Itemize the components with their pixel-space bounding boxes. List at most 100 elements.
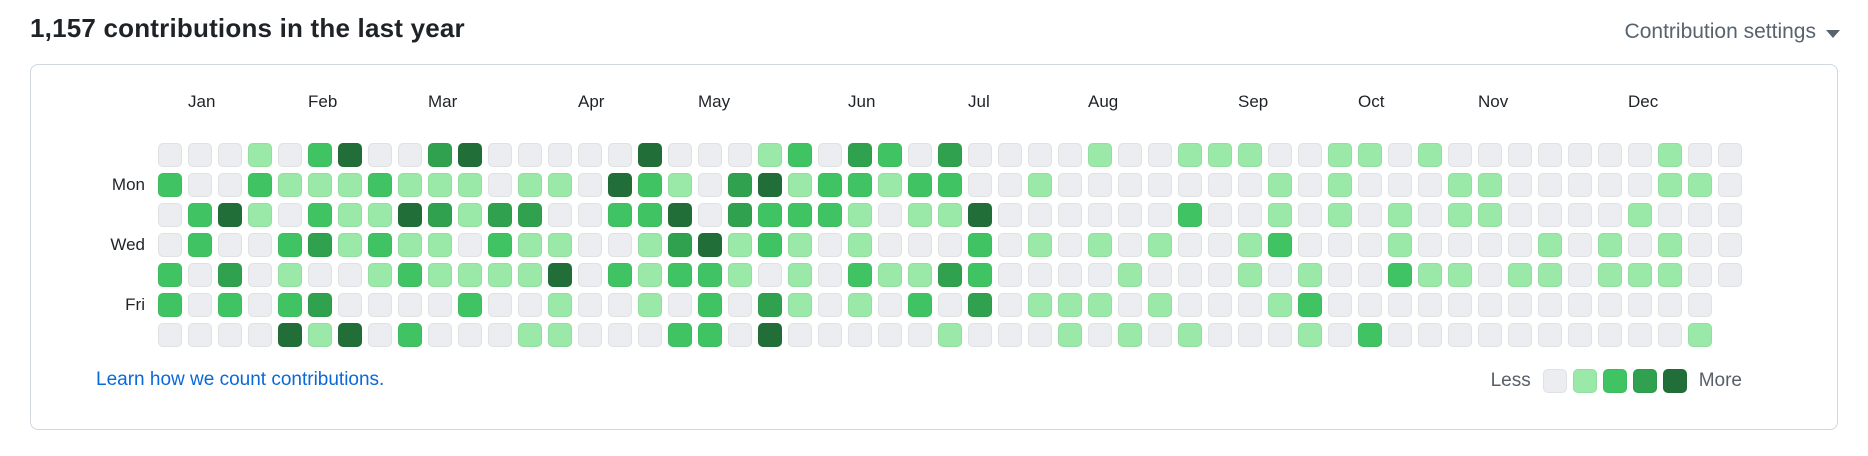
contribution-cell[interactable]: [1208, 203, 1232, 227]
contribution-cell[interactable]: [578, 173, 602, 197]
contribution-cell[interactable]: [998, 233, 1022, 257]
contribution-cell[interactable]: [968, 203, 992, 227]
contribution-cell[interactable]: [608, 323, 632, 347]
contribution-cell[interactable]: [1478, 203, 1502, 227]
contribution-cell[interactable]: [938, 233, 962, 257]
contribution-cell[interactable]: [1658, 323, 1682, 347]
contribution-cell[interactable]: [998, 293, 1022, 317]
contribution-cell[interactable]: [248, 173, 272, 197]
contribution-cell[interactable]: [848, 323, 872, 347]
contribution-cell[interactable]: [1448, 143, 1472, 167]
contribution-cell[interactable]: [1538, 323, 1562, 347]
contribution-cell[interactable]: [1658, 263, 1682, 287]
contribution-cell[interactable]: [1088, 293, 1112, 317]
contribution-cell[interactable]: [548, 203, 572, 227]
contribution-cell[interactable]: [158, 293, 182, 317]
contribution-cell[interactable]: [1058, 323, 1082, 347]
contribution-cell[interactable]: [1448, 263, 1472, 287]
contribution-cell[interactable]: [788, 263, 812, 287]
contribution-cell[interactable]: [1718, 203, 1742, 227]
contribution-cell[interactable]: [1148, 263, 1172, 287]
contribution-cell[interactable]: [218, 173, 242, 197]
contribution-cell[interactable]: [278, 143, 302, 167]
contribution-cell[interactable]: [1088, 143, 1112, 167]
contribution-cell[interactable]: [158, 173, 182, 197]
contribution-cell[interactable]: [578, 263, 602, 287]
contribution-cell[interactable]: [1298, 233, 1322, 257]
contribution-cell[interactable]: [1388, 173, 1412, 197]
contribution-cell[interactable]: [1598, 203, 1622, 227]
contribution-cell[interactable]: [398, 263, 422, 287]
contribution-cell[interactable]: [1388, 263, 1412, 287]
contribution-cell[interactable]: [1628, 203, 1652, 227]
contribution-cell[interactable]: [248, 293, 272, 317]
contribution-cell[interactable]: [278, 323, 302, 347]
contribution-cell[interactable]: [1178, 173, 1202, 197]
contribution-cell[interactable]: [818, 143, 842, 167]
contribution-cell[interactable]: [338, 323, 362, 347]
contribution-cell[interactable]: [998, 143, 1022, 167]
contribution-cell[interactable]: [1268, 143, 1292, 167]
contribution-cell[interactable]: [1448, 173, 1472, 197]
contribution-cell[interactable]: [788, 173, 812, 197]
contribution-cell[interactable]: [1418, 293, 1442, 317]
contribution-cell[interactable]: [878, 143, 902, 167]
contribution-cell[interactable]: [758, 263, 782, 287]
contribution-cell[interactable]: [1268, 323, 1292, 347]
contribution-cell[interactable]: [428, 143, 452, 167]
contribution-cell[interactable]: [1688, 143, 1712, 167]
contribution-cell[interactable]: [1328, 293, 1352, 317]
contribution-cell[interactable]: [1238, 293, 1262, 317]
contribution-cell[interactable]: [1268, 173, 1292, 197]
contribution-cell[interactable]: [668, 263, 692, 287]
contribution-cell[interactable]: [1478, 263, 1502, 287]
contribution-cell[interactable]: [488, 173, 512, 197]
contribution-cell[interactable]: [998, 173, 1022, 197]
contribution-cell[interactable]: [188, 173, 212, 197]
contribution-cell[interactable]: [1598, 233, 1622, 257]
contribution-cell[interactable]: [158, 143, 182, 167]
contribution-cell[interactable]: [338, 233, 362, 257]
contribution-cell[interactable]: [1118, 143, 1142, 167]
contribution-cell[interactable]: [968, 293, 992, 317]
learn-contributions-link[interactable]: Learn how we count contributions.: [96, 369, 385, 390]
contribution-cell[interactable]: [908, 323, 932, 347]
contribution-cell[interactable]: [1418, 203, 1442, 227]
contribution-cell[interactable]: [638, 293, 662, 317]
contribution-cell[interactable]: [1118, 323, 1142, 347]
contribution-cell[interactable]: [1238, 323, 1262, 347]
contribution-cell[interactable]: [1658, 293, 1682, 317]
contribution-cell[interactable]: [908, 293, 932, 317]
contribution-cell[interactable]: [1148, 173, 1172, 197]
contribution-cell[interactable]: [1088, 323, 1112, 347]
contribution-cell[interactable]: [728, 263, 752, 287]
contribution-cell[interactable]: [758, 323, 782, 347]
contribution-cell[interactable]: [518, 293, 542, 317]
contribution-cell[interactable]: [518, 233, 542, 257]
contribution-cell[interactable]: [1688, 323, 1712, 347]
contribution-cell[interactable]: [1268, 203, 1292, 227]
contribution-cell[interactable]: [1358, 143, 1382, 167]
contribution-cell[interactable]: [938, 323, 962, 347]
contribution-cell[interactable]: [1598, 173, 1622, 197]
contribution-cell[interactable]: [1478, 323, 1502, 347]
contribution-cell[interactable]: [548, 263, 572, 287]
contribution-cell[interactable]: [1388, 323, 1412, 347]
contribution-cell[interactable]: [1628, 263, 1652, 287]
contribution-cell[interactable]: [1208, 293, 1232, 317]
contribution-cell[interactable]: [1058, 143, 1082, 167]
contribution-cell[interactable]: [1538, 203, 1562, 227]
contribution-cell[interactable]: [488, 323, 512, 347]
contribution-cell[interactable]: [188, 293, 212, 317]
contribution-cell[interactable]: [158, 233, 182, 257]
contribution-cell[interactable]: [1088, 173, 1112, 197]
contribution-cell[interactable]: [1538, 233, 1562, 257]
contribution-cell[interactable]: [398, 293, 422, 317]
contribution-cell[interactable]: [728, 173, 752, 197]
contribution-cell[interactable]: [458, 233, 482, 257]
contribution-cell[interactable]: [368, 173, 392, 197]
contribution-cell[interactable]: [488, 143, 512, 167]
contribution-cell[interactable]: [1238, 233, 1262, 257]
contribution-cell[interactable]: [218, 143, 242, 167]
contribution-cell[interactable]: [1028, 263, 1052, 287]
